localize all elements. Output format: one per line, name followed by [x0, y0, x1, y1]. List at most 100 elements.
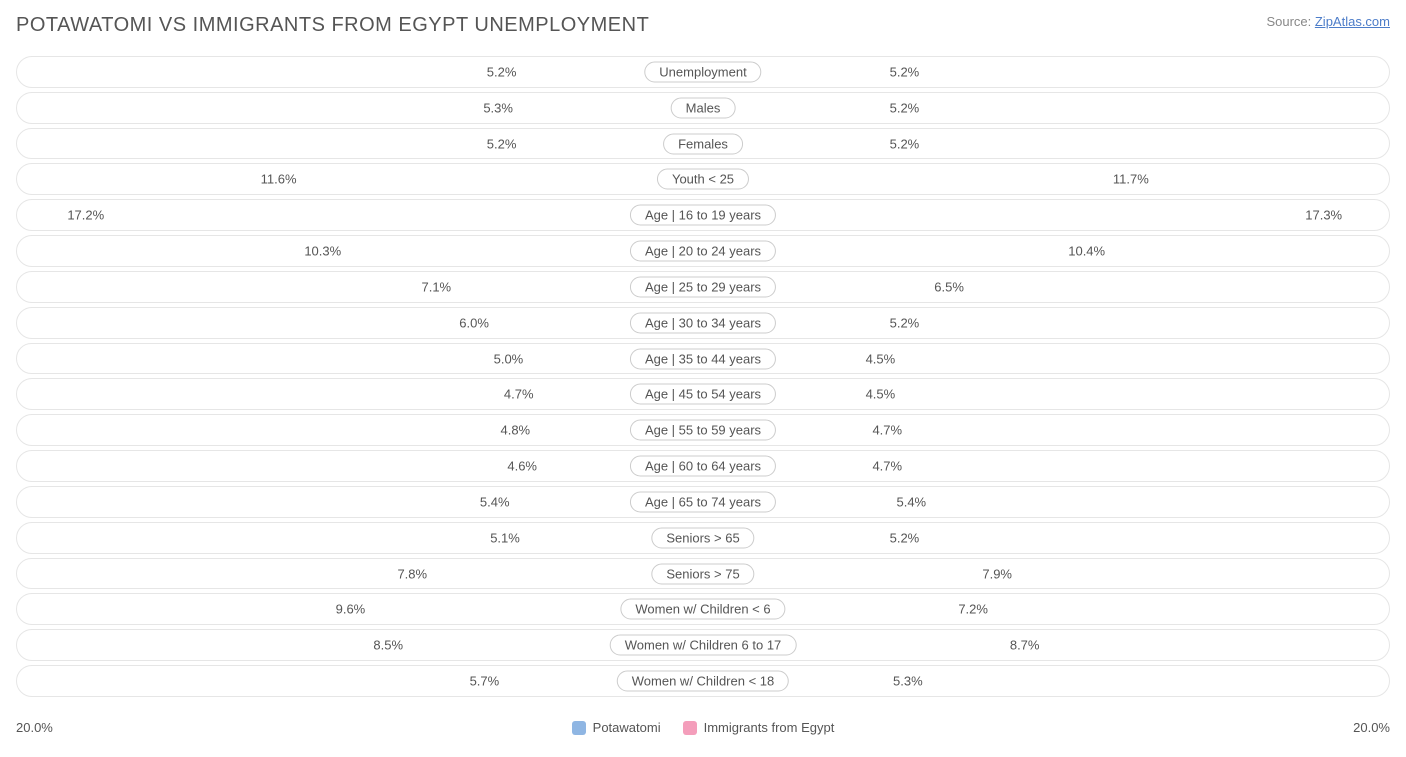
- chart-row: 7.1% 6.5% Age | 25 to 29 years: [16, 271, 1390, 303]
- category-pill: Seniors > 75: [651, 563, 754, 584]
- row-track: 5.3% 5.2% Males: [16, 92, 1390, 124]
- value-label-left: 4.7%: [504, 387, 534, 402]
- value-label-left: 10.3%: [304, 244, 341, 259]
- row-track: 4.8% 4.7% Age | 55 to 59 years: [16, 414, 1390, 446]
- axis-max-right: 20.0%: [1353, 720, 1390, 735]
- legend-swatch-right: [683, 721, 697, 735]
- chart-row: 5.4% 5.4% Age | 65 to 74 years: [16, 486, 1390, 518]
- value-label-right: 5.2%: [890, 64, 920, 79]
- category-pill: Males: [671, 97, 736, 118]
- chart-row: 5.0% 4.5% Age | 35 to 44 years: [16, 343, 1390, 375]
- row-track: 5.4% 5.4% Age | 65 to 74 years: [16, 486, 1390, 518]
- value-label-right: 10.4%: [1068, 244, 1105, 259]
- value-label-right: 5.2%: [890, 530, 920, 545]
- chart-source: Source: ZipAtlas.com: [1266, 14, 1390, 29]
- category-pill: Unemployment: [644, 61, 761, 82]
- chart-title: POTAWATOMI VS IMMIGRANTS FROM EGYPT UNEM…: [16, 14, 649, 37]
- value-label-left: 5.4%: [480, 494, 510, 509]
- row-track: 8.5% 8.7% Women w/ Children 6 to 17: [16, 629, 1390, 661]
- value-label-right: 5.2%: [890, 315, 920, 330]
- chart-row: 7.8%7.9%Seniors > 75: [16, 558, 1390, 590]
- value-label-right: 5.3%: [893, 673, 923, 688]
- row-track: 10.3% 10.4% Age | 20 to 24 years: [16, 235, 1390, 267]
- chart-container: POTAWATOMI VS IMMIGRANTS FROM EGYPT UNEM…: [0, 0, 1406, 757]
- value-label-left: 8.5%: [373, 638, 403, 653]
- value-label-right: 4.5%: [866, 351, 896, 366]
- value-label-right: 17.3%: [1305, 208, 1342, 223]
- value-label-left: 7.1%: [421, 279, 451, 294]
- category-pill: Age | 16 to 19 years: [630, 205, 776, 226]
- category-pill: Youth < 25: [657, 169, 749, 190]
- chart-row: 17.2% 17.3% Age | 16 to 19 years: [16, 199, 1390, 231]
- value-label-left: 11.6%: [261, 172, 297, 187]
- chart-header: POTAWATOMI VS IMMIGRANTS FROM EGYPT UNEM…: [16, 14, 1390, 37]
- chart-row: 5.2% 5.2% Unemployment: [16, 56, 1390, 88]
- source-link[interactable]: ZipAtlas.com: [1315, 14, 1390, 29]
- chart-row: 5.2% 5.2% Females: [16, 128, 1390, 160]
- value-label-right: 4.5%: [866, 387, 896, 402]
- chart-row: 5.3% 5.2% Males: [16, 92, 1390, 124]
- value-label-left: 5.0%: [494, 351, 524, 366]
- value-label-right: 8.7%: [1010, 638, 1040, 653]
- value-label-right: 4.7%: [872, 459, 902, 474]
- value-label-left: 5.1%: [490, 530, 520, 545]
- row-track: 5.2% 5.2% Unemployment: [16, 56, 1390, 88]
- category-pill: Women w/ Children 6 to 17: [610, 635, 797, 656]
- chart-row: 5.1% 5.2% Seniors > 65: [16, 522, 1390, 554]
- chart-row: 9.6% 7.2% Women w/ Children < 6: [16, 593, 1390, 625]
- value-label-left: 5.3%: [483, 100, 513, 115]
- value-label-right: 7.2%: [958, 602, 988, 617]
- value-label-left: 4.8%: [500, 423, 530, 438]
- row-track: 6.0% 5.2% Age | 30 to 34 years: [16, 307, 1390, 339]
- legend-item-left: Potawatomi: [572, 720, 661, 735]
- value-label-right: 6.5%: [934, 279, 964, 294]
- row-track: 4.7%4.5%Age | 45 to 54 years: [16, 378, 1390, 410]
- axis-max-left: 20.0%: [16, 720, 53, 735]
- source-prefix: Source:: [1266, 14, 1314, 29]
- value-label-right: 5.2%: [890, 136, 920, 151]
- row-track: 9.6% 7.2% Women w/ Children < 6: [16, 593, 1390, 625]
- legend-label-left: Potawatomi: [593, 720, 661, 735]
- category-pill: Age | 30 to 34 years: [630, 312, 776, 333]
- value-label-right: 5.2%: [890, 100, 920, 115]
- value-label-left: 17.2%: [67, 208, 104, 223]
- row-track: 7.8%7.9%Seniors > 75: [16, 558, 1390, 590]
- category-pill: Seniors > 65: [651, 527, 754, 548]
- chart-row: 10.3% 10.4% Age | 20 to 24 years: [16, 235, 1390, 267]
- row-track: 17.2% 17.3% Age | 16 to 19 years: [16, 199, 1390, 231]
- legend-item-right: Immigrants from Egypt: [683, 720, 835, 735]
- category-pill: Women w/ Children < 18: [617, 670, 789, 691]
- row-track: 7.1% 6.5% Age | 25 to 29 years: [16, 271, 1390, 303]
- chart-footer: 20.0% Potawatomi Immigrants from Egypt 2…: [16, 720, 1390, 735]
- category-pill: Age | 65 to 74 years: [630, 491, 776, 512]
- chart-row: 5.7% 5.3% Women w/ Children < 18: [16, 665, 1390, 697]
- row-track: 5.1% 5.2% Seniors > 65: [16, 522, 1390, 554]
- category-pill: Age | 55 to 59 years: [630, 420, 776, 441]
- value-label-right: 5.4%: [896, 494, 926, 509]
- value-label-left: 5.2%: [487, 64, 517, 79]
- category-pill: Age | 35 to 44 years: [630, 348, 776, 369]
- row-track: 5.0% 4.5% Age | 35 to 44 years: [16, 343, 1390, 375]
- category-pill: Women w/ Children < 6: [620, 599, 785, 620]
- category-pill: Age | 25 to 29 years: [630, 276, 776, 297]
- value-label-right: 4.7%: [872, 423, 902, 438]
- category-pill: Females: [663, 133, 743, 154]
- row-track: 5.7% 5.3% Women w/ Children < 18: [16, 665, 1390, 697]
- value-label-left: 5.2%: [487, 136, 517, 151]
- chart-row: 6.0% 5.2% Age | 30 to 34 years: [16, 307, 1390, 339]
- chart-row: 4.6%4.7%Age | 60 to 64 years: [16, 450, 1390, 482]
- plot-area: 5.2%5.2%Unemployment5.3%5.2%Males5.2%5.2…: [16, 56, 1390, 697]
- value-label-left: 6.0%: [459, 315, 489, 330]
- value-label-left: 5.7%: [470, 673, 500, 688]
- row-track: 11.6% 11.7% Youth < 25: [16, 163, 1390, 195]
- chart-row: 4.7%4.5%Age | 45 to 54 years: [16, 378, 1390, 410]
- legend-label-right: Immigrants from Egypt: [704, 720, 835, 735]
- category-pill: Age | 20 to 24 years: [630, 241, 776, 262]
- value-label-right: 11.7%: [1113, 172, 1149, 187]
- row-track: 4.6%4.7%Age | 60 to 64 years: [16, 450, 1390, 482]
- chart-row: 11.6% 11.7% Youth < 25: [16, 163, 1390, 195]
- category-pill: Age | 60 to 64 years: [630, 456, 776, 477]
- chart-row: 8.5% 8.7% Women w/ Children 6 to 17: [16, 629, 1390, 661]
- value-label-left: 9.6%: [336, 602, 366, 617]
- value-label-left: 7.8%: [397, 566, 427, 581]
